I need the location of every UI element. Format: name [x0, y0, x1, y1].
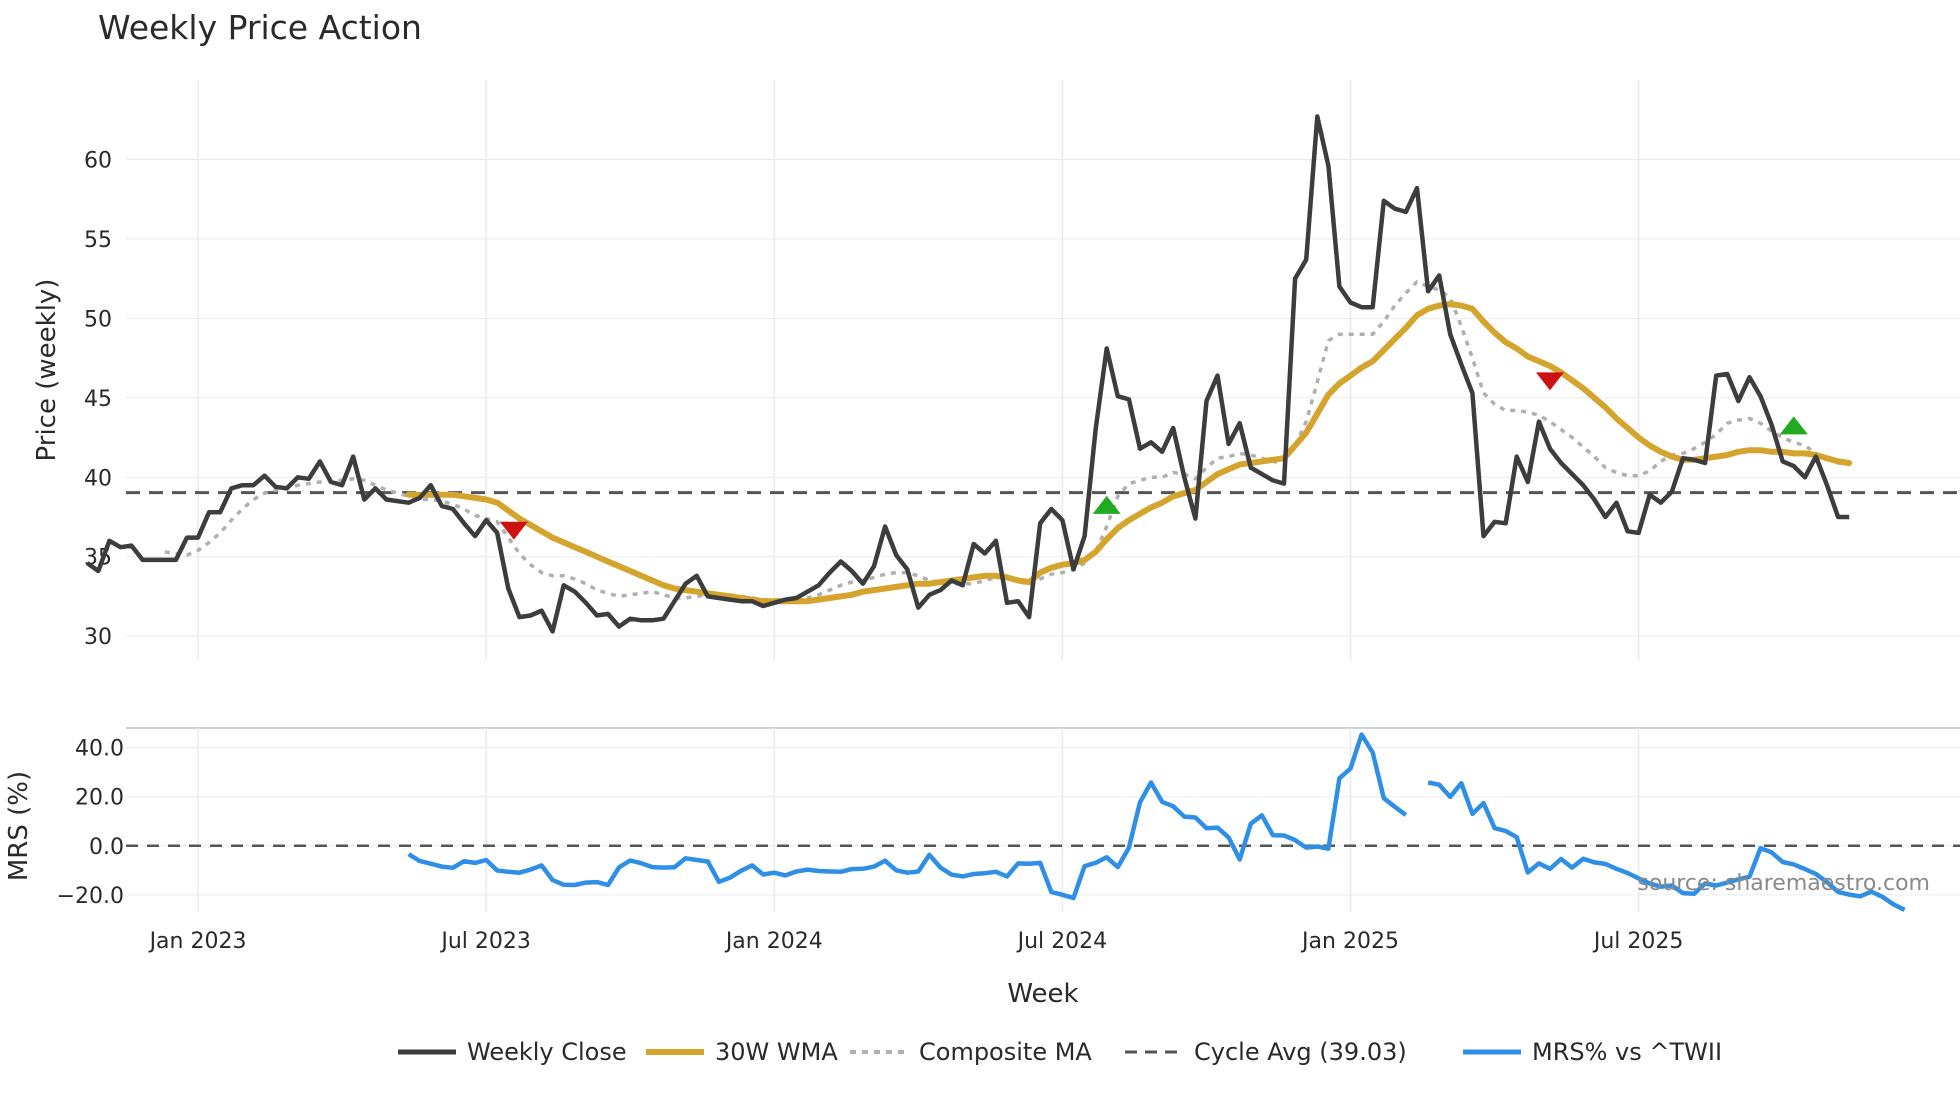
- legend-label-mrs: MRS% vs ^TWII: [1532, 1038, 1722, 1066]
- x-tick-label: Jul 2023: [439, 929, 531, 954]
- x-tick-label: Jul 2025: [1592, 929, 1684, 954]
- price-tick-label: 50: [84, 307, 112, 332]
- x-axis-title: Week: [1007, 979, 1078, 1009]
- legend-item-close: Weekly Close: [398, 1038, 627, 1066]
- legend-label-wma: 30W WMA: [715, 1038, 838, 1066]
- x-tick-label: Jan 2023: [148, 929, 247, 954]
- wma-30w-series: [405, 301, 1853, 605]
- legend: Weekly Close 30W WMA Composite MA Cycle Avg…: [398, 1038, 1722, 1066]
- composite-ma-series: [164, 280, 1850, 602]
- mrs-gridlines: [126, 728, 1960, 912]
- mrs-tick-label: 40.0: [75, 737, 124, 762]
- bull-signal-marker: [1779, 416, 1808, 435]
- legend-item-cycle: Cycle Avg (39.03): [1125, 1038, 1407, 1066]
- price-tick-label: 30: [84, 625, 112, 650]
- price-y-axis-title: Price (weekly): [32, 279, 62, 462]
- mrs-tick-label: 20.0: [75, 786, 124, 811]
- mrs-y-ticks: 40.0 20.0 0.0 −20.0: [57, 737, 124, 909]
- legend-item-composite: Composite MA: [850, 1038, 1092, 1066]
- price-tick-label: 40: [84, 466, 112, 491]
- mrs-tick-label: −20.0: [57, 884, 124, 909]
- price-tick-label: 60: [84, 148, 112, 173]
- legend-label-composite: Composite MA: [919, 1038, 1092, 1066]
- legend-label-cycle: Cycle Avg (39.03): [1194, 1038, 1407, 1066]
- chart-title: Weekly Price Action: [98, 8, 422, 47]
- price-tick-label: 55: [84, 228, 112, 253]
- bear-signal-marker: [499, 521, 528, 540]
- mrs-series: [407, 732, 1906, 912]
- weekly-close-series: [85, 114, 1850, 634]
- x-axis-ticks: Jan 2023 Jul 2023 Jan 2024 Jul 2024 Jan 2025…: [148, 929, 1684, 954]
- price-gridlines: [126, 80, 1960, 660]
- price-tick-label: 45: [84, 387, 112, 412]
- mrs-y-axis-title: MRS (%): [4, 771, 34, 881]
- legend-label-close: Weekly Close: [467, 1038, 627, 1066]
- x-tick-label: Jan 2025: [1300, 929, 1399, 954]
- bull-signal-marker: [1092, 495, 1121, 514]
- bear-signal-marker: [1535, 372, 1564, 391]
- legend-item-mrs: MRS% vs ^TWII: [1463, 1038, 1722, 1066]
- legend-item-wma: 30W WMA: [646, 1038, 838, 1066]
- mrs-tick-label: 0.0: [89, 835, 124, 860]
- signal-markers: [499, 372, 1808, 540]
- x-tick-label: Jan 2024: [724, 929, 823, 954]
- source-watermark: source: sharemaestro.com: [1637, 871, 1930, 896]
- x-tick-label: Jul 2024: [1016, 929, 1108, 954]
